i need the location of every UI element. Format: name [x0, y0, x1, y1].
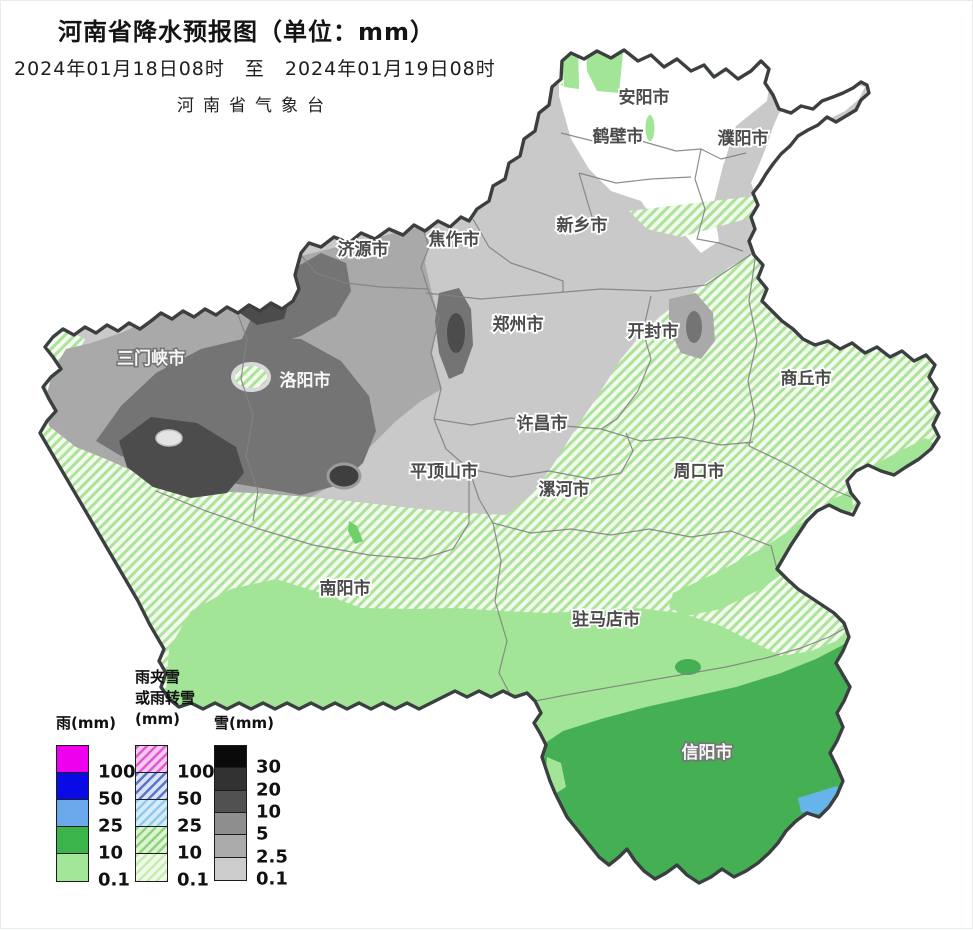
legend-snow-value-30: 30 [256, 756, 282, 778]
legend-sleet-swatch-10 [135, 826, 168, 855]
region-rain-heavy-xinyang-east [798, 786, 844, 814]
legend-rain-swatch-0.1 [56, 853, 89, 882]
legend-snow-swatch-5 [214, 811, 247, 837]
page-title: 河南省降水预报图（单位：mm） [58, 18, 436, 46]
legend-rain-swatch-100 [56, 745, 89, 774]
legend-rain-value-100: 100 [98, 761, 136, 783]
city-label-开封市: 开封市 [628, 321, 679, 342]
legend-sleet-title: (mm) [135, 710, 180, 728]
legend-rain-title: 雨(mm) [56, 714, 116, 732]
legend-sleet-swatch-0.1 [135, 853, 168, 882]
legend-sleet-value-50: 50 [177, 788, 203, 810]
region-clear-oval-west [155, 429, 183, 447]
legend-rain-value-50: 50 [98, 788, 124, 810]
legend-snow-value-2.5: 2.5 [256, 846, 288, 868]
region-sleet-luoyang-oval [231, 362, 271, 392]
region-snow-vheavy-zhengzhou-dot [447, 313, 465, 353]
legend-rain-value-10: 10 [98, 842, 124, 864]
city-label-洛阳市: 洛阳市 [280, 370, 331, 391]
city-borders [155, 132, 852, 702]
legend-sleet-value-0.1: 0.1 [177, 869, 209, 891]
region-no-precip-north [559, 50, 773, 253]
legend-snow-swatch-30 [214, 745, 247, 770]
legend-sleet-value-100: 100 [177, 761, 215, 783]
legend-snow-value-20: 20 [256, 779, 282, 801]
region-snow-vheavy-west-core [119, 417, 244, 498]
city-label-南阳市: 南阳市 [320, 578, 371, 599]
legend-rain-swatch-25 [56, 799, 89, 828]
region-rain-sliver-nanyang [348, 521, 363, 544]
city-label-鹤壁市: 鹤壁市 [593, 126, 644, 147]
province-border [38, 48, 941, 885]
city-label-济源市: 济源市 [338, 239, 389, 260]
city-label-濮阳市: 濮阳市 [718, 128, 769, 149]
region-no-precip-ne-arm [751, 85, 865, 191]
legend-rain-swatch-50 [56, 772, 89, 801]
legend-sleet-title: 或雨转雪 [135, 689, 196, 707]
legend-snow-value-10: 10 [256, 801, 282, 823]
legend-snow-swatch-20 [214, 767, 247, 792]
legend-sleet-swatch-100 [135, 745, 168, 774]
city-label-漯河市: 漯河市 [539, 479, 590, 500]
legend-sleet-value-25: 25 [177, 815, 203, 837]
legend-sleet-title: 雨夹雪 [135, 668, 181, 686]
city-label-三门峡市: 三门峡市 [117, 348, 185, 369]
legend-sleet-swatch-50 [135, 772, 168, 801]
city-label-商丘市: 商丘市 [781, 368, 832, 389]
legend-snow-swatch-2.5 [214, 834, 247, 859]
legend-snow-value-5: 5 [256, 823, 269, 845]
legend-snow-value-0.1: 0.1 [256, 868, 288, 890]
city-label-驻马店市: 驻马店市 [572, 609, 640, 630]
region-rain-anyang-dot [645, 115, 655, 141]
legend-rain-swatch-10 [56, 826, 89, 855]
city-label-郑州市: 郑州市 [493, 314, 544, 335]
city-label-平顶山市: 平顶山市 [410, 461, 478, 482]
legend-snow-swatch-0.1 [214, 856, 247, 881]
legend-sleet-swatch-25 [135, 799, 168, 828]
city-label-焦作市: 焦作市 [428, 229, 480, 250]
legend-sleet-value-10: 10 [177, 842, 203, 864]
legend-snow-swatch-10 [214, 789, 247, 814]
city-label-安阳市: 安阳市 [619, 87, 670, 108]
legend-rain-value-0.1: 0.1 [98, 869, 130, 891]
region-snow-heavy-jiyuan-lobe [241, 253, 351, 346]
legend-snow-title: 雪(mm) [214, 714, 274, 732]
region-rain-anyang-1 [561, 50, 579, 89]
region-snow-vheavy-luoyang-south-dot [326, 462, 362, 490]
forecast-date-range: 2024年01月18日08时 至 2024年01月19日08时 [14, 58, 496, 80]
region-sleet-xinxiang-band [629, 195, 767, 237]
issuing-agency: 河南省气象台 [177, 96, 333, 116]
region-snow-heavy-zhengzhou-core [686, 311, 702, 343]
city-label-新乡市: 新乡市 [557, 215, 608, 236]
city-label-许昌市: 许昌市 [517, 413, 568, 434]
legend-rain-value-25: 25 [98, 815, 124, 837]
city-label-周口市: 周口市 [674, 461, 725, 482]
city-label-信阳市: 信阳市 [682, 742, 733, 763]
region-rain-mid-zhumadian-dot [675, 659, 701, 675]
